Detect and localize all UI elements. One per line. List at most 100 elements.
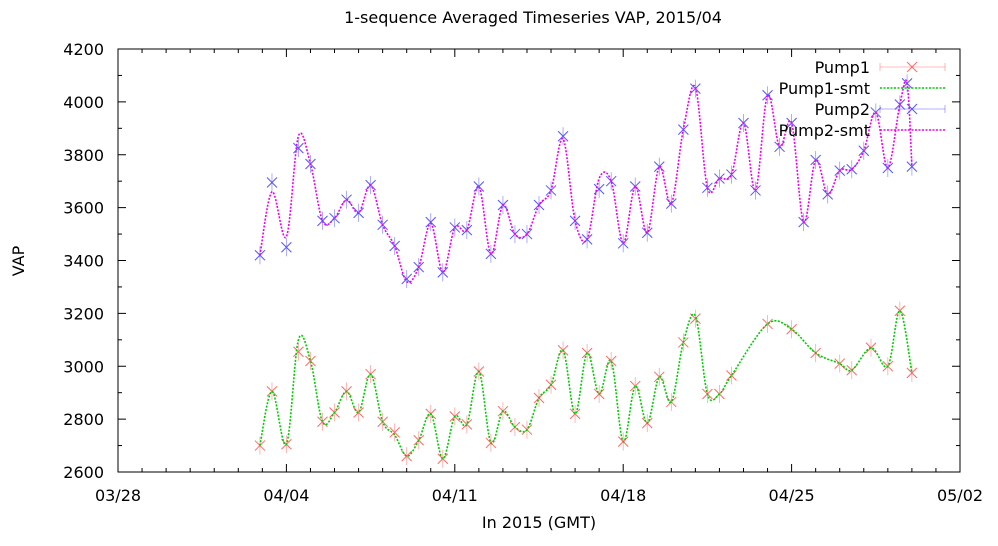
marker-stroke xyxy=(557,130,569,142)
pump2-point xyxy=(254,249,266,261)
marker-stroke xyxy=(317,215,328,227)
chart-title: 1-sequence Averaged Timeseries VAP, 2015… xyxy=(344,8,722,27)
pump1-point xyxy=(593,388,605,400)
pump2-point xyxy=(413,261,425,273)
pump1-point xyxy=(617,436,629,447)
marker-stroke xyxy=(690,313,701,325)
marker-stroke xyxy=(858,145,870,157)
pump2-point xyxy=(266,177,278,188)
pump2-point xyxy=(617,237,629,249)
pump1-point xyxy=(605,355,617,367)
y-tick-label: 4200 xyxy=(63,40,104,59)
legend-marker-pump1 xyxy=(906,61,918,73)
pump2-point xyxy=(906,161,918,173)
pump2-point xyxy=(425,216,437,228)
pump2-point xyxy=(449,222,461,233)
marker-stroke xyxy=(581,233,593,245)
marker-stroke xyxy=(906,61,918,73)
marker-stroke xyxy=(617,237,629,249)
marker-stroke xyxy=(545,185,557,196)
pump2-point xyxy=(750,185,761,196)
pump2-point xyxy=(545,185,557,196)
pump1-point xyxy=(690,313,701,325)
pump2-point xyxy=(726,169,737,180)
legend-label-pump1-smt: Pump1-smt xyxy=(779,79,870,98)
series-pump1-smt xyxy=(259,309,913,460)
pump2-point xyxy=(557,130,569,142)
pump2-point xyxy=(834,165,846,176)
marker-stroke xyxy=(293,346,304,358)
marker-stroke xyxy=(305,355,316,367)
series-pump2-smt xyxy=(259,79,913,284)
y-tick-label: 2600 xyxy=(63,463,104,482)
marker-stroke xyxy=(401,273,413,285)
marker-stroke xyxy=(702,388,713,400)
marker-stroke xyxy=(425,216,437,228)
marker-stroke xyxy=(281,241,292,253)
marker-stroke xyxy=(605,355,617,367)
marker-stroke xyxy=(497,199,509,211)
x-tick-label: 04/18 xyxy=(600,486,646,505)
legend-label-pump2: Pump2 xyxy=(815,100,870,119)
series-pump1 xyxy=(254,301,918,468)
y-tick-label: 2800 xyxy=(63,410,104,429)
marker-stroke xyxy=(653,371,665,383)
x-tick-label: 04/11 xyxy=(432,486,478,505)
pump2-point xyxy=(738,117,749,129)
x-axis-label: In 2015 (GMT) xyxy=(482,513,596,532)
marker-stroke xyxy=(593,388,605,400)
y-tick-label: 3400 xyxy=(63,252,104,271)
pump1-point xyxy=(305,355,316,367)
marker-stroke xyxy=(810,347,822,359)
marker-stroke xyxy=(726,169,737,180)
marker-stroke xyxy=(738,117,749,129)
marker-stroke xyxy=(653,161,665,173)
pump1-point xyxy=(641,417,653,429)
marker-stroke xyxy=(677,337,689,348)
legend-marker-pump2 xyxy=(906,103,918,115)
marker-stroke xyxy=(906,367,918,379)
marker-stroke xyxy=(702,182,713,194)
marker-stroke xyxy=(641,417,653,429)
x-tick-label: 04/04 xyxy=(263,486,309,505)
pump1-point xyxy=(389,426,401,438)
pump2-point xyxy=(581,233,593,245)
legend: Pump1 Pump1-smt Pump2 Pump2-smt xyxy=(779,58,946,140)
axes-layer: 2600 2800 3000 3200 3400 3600 3800 4000 4200 03/2… xyxy=(63,40,983,505)
y-tick-label: 3000 xyxy=(63,357,104,376)
y-tick-label: 3600 xyxy=(63,199,104,218)
marker-stroke xyxy=(266,386,278,397)
marker-stroke xyxy=(834,165,846,176)
marker-stroke xyxy=(906,161,918,173)
pump1-point xyxy=(266,386,278,397)
pump1-point xyxy=(293,346,304,358)
pump2-point xyxy=(702,182,713,194)
marker-stroke xyxy=(254,249,266,261)
pump1-point xyxy=(677,337,689,348)
pump1-point xyxy=(702,388,713,400)
pump2-point xyxy=(858,145,870,157)
x-tick-label: 04/25 xyxy=(769,486,815,505)
pump1-smt-line xyxy=(259,309,913,460)
marker-stroke xyxy=(293,142,304,154)
marker-stroke xyxy=(617,436,629,447)
pump2-point xyxy=(798,216,809,228)
marker-stroke xyxy=(901,78,913,89)
series-layer xyxy=(254,74,918,468)
x-tick-label: 03/28 xyxy=(95,486,141,505)
pump2-point xyxy=(901,78,913,89)
pump1-point xyxy=(906,367,918,379)
legend-label-pump2-smt: Pump2-smt xyxy=(779,121,870,140)
y-tick-label: 3200 xyxy=(63,304,104,323)
y-tick-label: 3800 xyxy=(63,146,104,165)
marker-stroke xyxy=(449,222,461,233)
marker-stroke xyxy=(485,437,497,449)
marker-stroke xyxy=(798,216,809,228)
marker-stroke xyxy=(413,261,425,273)
pump1-point xyxy=(485,437,497,449)
pump2-point xyxy=(281,241,292,253)
pump2-point xyxy=(293,142,304,154)
marker-stroke xyxy=(266,177,278,188)
marker-stroke xyxy=(389,426,401,438)
